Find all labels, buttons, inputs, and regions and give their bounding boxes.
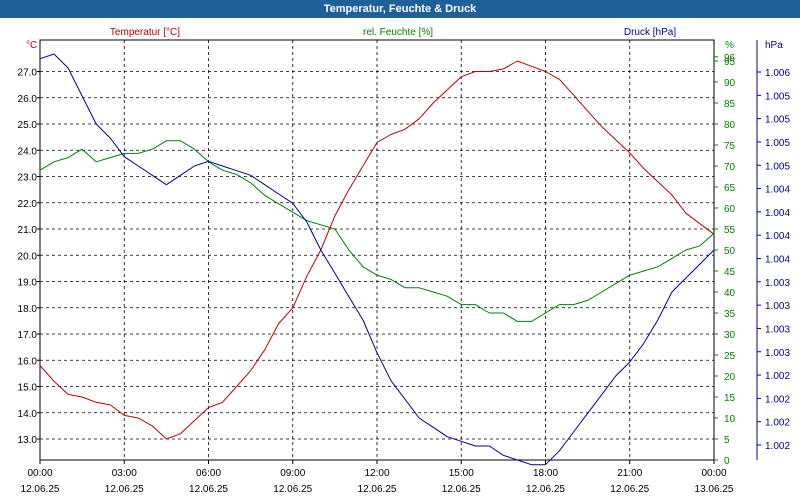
humidity-axis-title: rel. Feuchte [%] (363, 27, 433, 38)
y-tick-label-temperature: 14.0 (18, 409, 38, 420)
y-tick-label-humidity: 15 (724, 393, 736, 404)
y-tick-label-humidity: 75 (724, 141, 736, 152)
series-line-humidity (39, 140, 715, 322)
y-tick-label-humidity: 50 (724, 246, 736, 257)
y-tick-label-humidity: 30 (724, 330, 736, 341)
y-tick-label-humidity: 95 (724, 57, 736, 68)
y-tick-label-humidity: 20 (724, 372, 736, 383)
y-tick-label-humidity: 60 (724, 204, 736, 215)
y-tick-label-humidity: 55 (724, 225, 736, 236)
y-tick-label-humidity: 96 (724, 53, 736, 64)
y-tick-label-temperature: 22.0 (18, 199, 38, 210)
x-tick-label-date: 12.06.25 (442, 484, 481, 495)
y-tick-label-humidity: 10 (724, 414, 736, 425)
temperature-axis-title: Temperatur [°C] (110, 27, 180, 38)
pressure-axis-title: Druck [hPa] (624, 27, 676, 38)
y-tick-label-pressure: 1.002 (765, 441, 790, 452)
x-tick-label-time: 03:00 (112, 468, 137, 479)
y-tick-label-pressure: 1.003 (765, 348, 790, 359)
y-tick-label-pressure: 1.004 (765, 185, 790, 196)
y-tick-label-temperature: 13.0 (18, 435, 38, 446)
y-tick-label-temperature: 19.0 (18, 278, 38, 289)
x-tick-label-time: 15:00 (449, 468, 474, 479)
tick-labels: 00:00 12.06.25 03:00 12.06.25 06:00 12.06.25 0… (18, 53, 791, 495)
axes (37, 39, 761, 464)
axis-headers: °C Temperatur [°C] rel. Feuchte [%] Druck [… (26, 27, 783, 51)
y-tick-label-humidity: 65 (724, 183, 736, 194)
x-tick-label-time: 06:00 (196, 468, 221, 479)
y-tick-label-pressure: 1.002 (765, 418, 790, 429)
x-tick-label-time: 12:00 (364, 468, 389, 479)
series-line-temperature (39, 60, 715, 440)
y-tick-label-temperature: 20.0 (18, 251, 38, 262)
series-line-pressure (39, 53, 715, 466)
series-lines (39, 53, 715, 466)
x-tick-label-time: 21:00 (617, 468, 642, 479)
y-tick-label-pressure: 1.005 (765, 91, 790, 102)
y-tick-label-temperature: 16.0 (18, 356, 38, 367)
y-tick-label-pressure: 1.002 (765, 394, 790, 405)
x-tick-label-date: 12.06.25 (526, 484, 565, 495)
y-tick-label-pressure: 1.005 (765, 115, 790, 126)
y-tick-label-humidity: 90 (724, 78, 736, 89)
y-tick-label-pressure: 1.004 (765, 255, 790, 266)
x-tick-label-date: 12.06.25 (21, 484, 60, 495)
x-tick-label-date: 12.06.25 (273, 484, 312, 495)
x-tick-label-date: 13.06.25 (695, 484, 734, 495)
y-tick-label-pressure: 1.004 (765, 208, 790, 219)
y-tick-label-humidity: 40 (724, 288, 736, 299)
pressure-unit-label: hPa (765, 40, 783, 51)
x-tick-label-date: 12.06.25 (610, 484, 649, 495)
y-tick-label-pressure: 1.003 (765, 301, 790, 312)
y-tick-label-pressure: 1.004 (765, 231, 790, 242)
grid (40, 40, 714, 460)
y-tick-label-humidity: 0 (724, 456, 730, 467)
y-tick-label-humidity: 5 (724, 435, 730, 446)
x-tick-label-date: 12.06.25 (189, 484, 228, 495)
y-tick-label-temperature: 21.0 (18, 225, 38, 236)
y-tick-label-temperature: 15.0 (18, 383, 38, 394)
x-tick-label-time: 00:00 (27, 468, 52, 479)
x-tick-label-date: 12.06.25 (105, 484, 144, 495)
y-tick-label-temperature: 23.0 (18, 173, 38, 184)
y-tick-label-humidity: 80 (724, 120, 736, 131)
x-tick-label-time: 18:00 (533, 468, 558, 479)
y-tick-label-temperature: 18.0 (18, 304, 38, 315)
y-tick-label-temperature: 17.0 (18, 330, 38, 341)
chart-title: Temperatur, Feuchte & Druck (0, 0, 800, 18)
humidity-unit-label: % (725, 40, 734, 51)
y-tick-label-pressure: 1.005 (765, 138, 790, 149)
y-tick-label-pressure: 1.005 (765, 161, 790, 172)
y-tick-label-temperature: 25.0 (18, 120, 38, 131)
y-tick-label-temperature: 24.0 (18, 146, 38, 157)
y-tick-label-pressure: 1.006 (765, 68, 790, 79)
x-tick-label-date: 12.06.25 (358, 484, 397, 495)
y-tick-label-humidity: 45 (724, 267, 736, 278)
y-tick-label-humidity: 70 (724, 162, 736, 173)
y-tick-label-pressure: 1.003 (765, 324, 790, 335)
temperature-unit-label: °C (26, 40, 37, 51)
y-tick-label-temperature: 27.0 (18, 68, 38, 79)
x-tick-label-time: 09:00 (280, 468, 305, 479)
x-tick-label-time: 00:00 (701, 468, 726, 479)
y-tick-label-pressure: 1.002 (765, 371, 790, 382)
y-tick-label-humidity: 35 (724, 309, 736, 320)
y-tick-label-temperature: 26.0 (18, 94, 38, 105)
y-tick-label-humidity: 25 (724, 351, 736, 362)
y-tick-label-pressure: 1.003 (765, 278, 790, 289)
y-tick-label-humidity: 85 (724, 99, 736, 110)
